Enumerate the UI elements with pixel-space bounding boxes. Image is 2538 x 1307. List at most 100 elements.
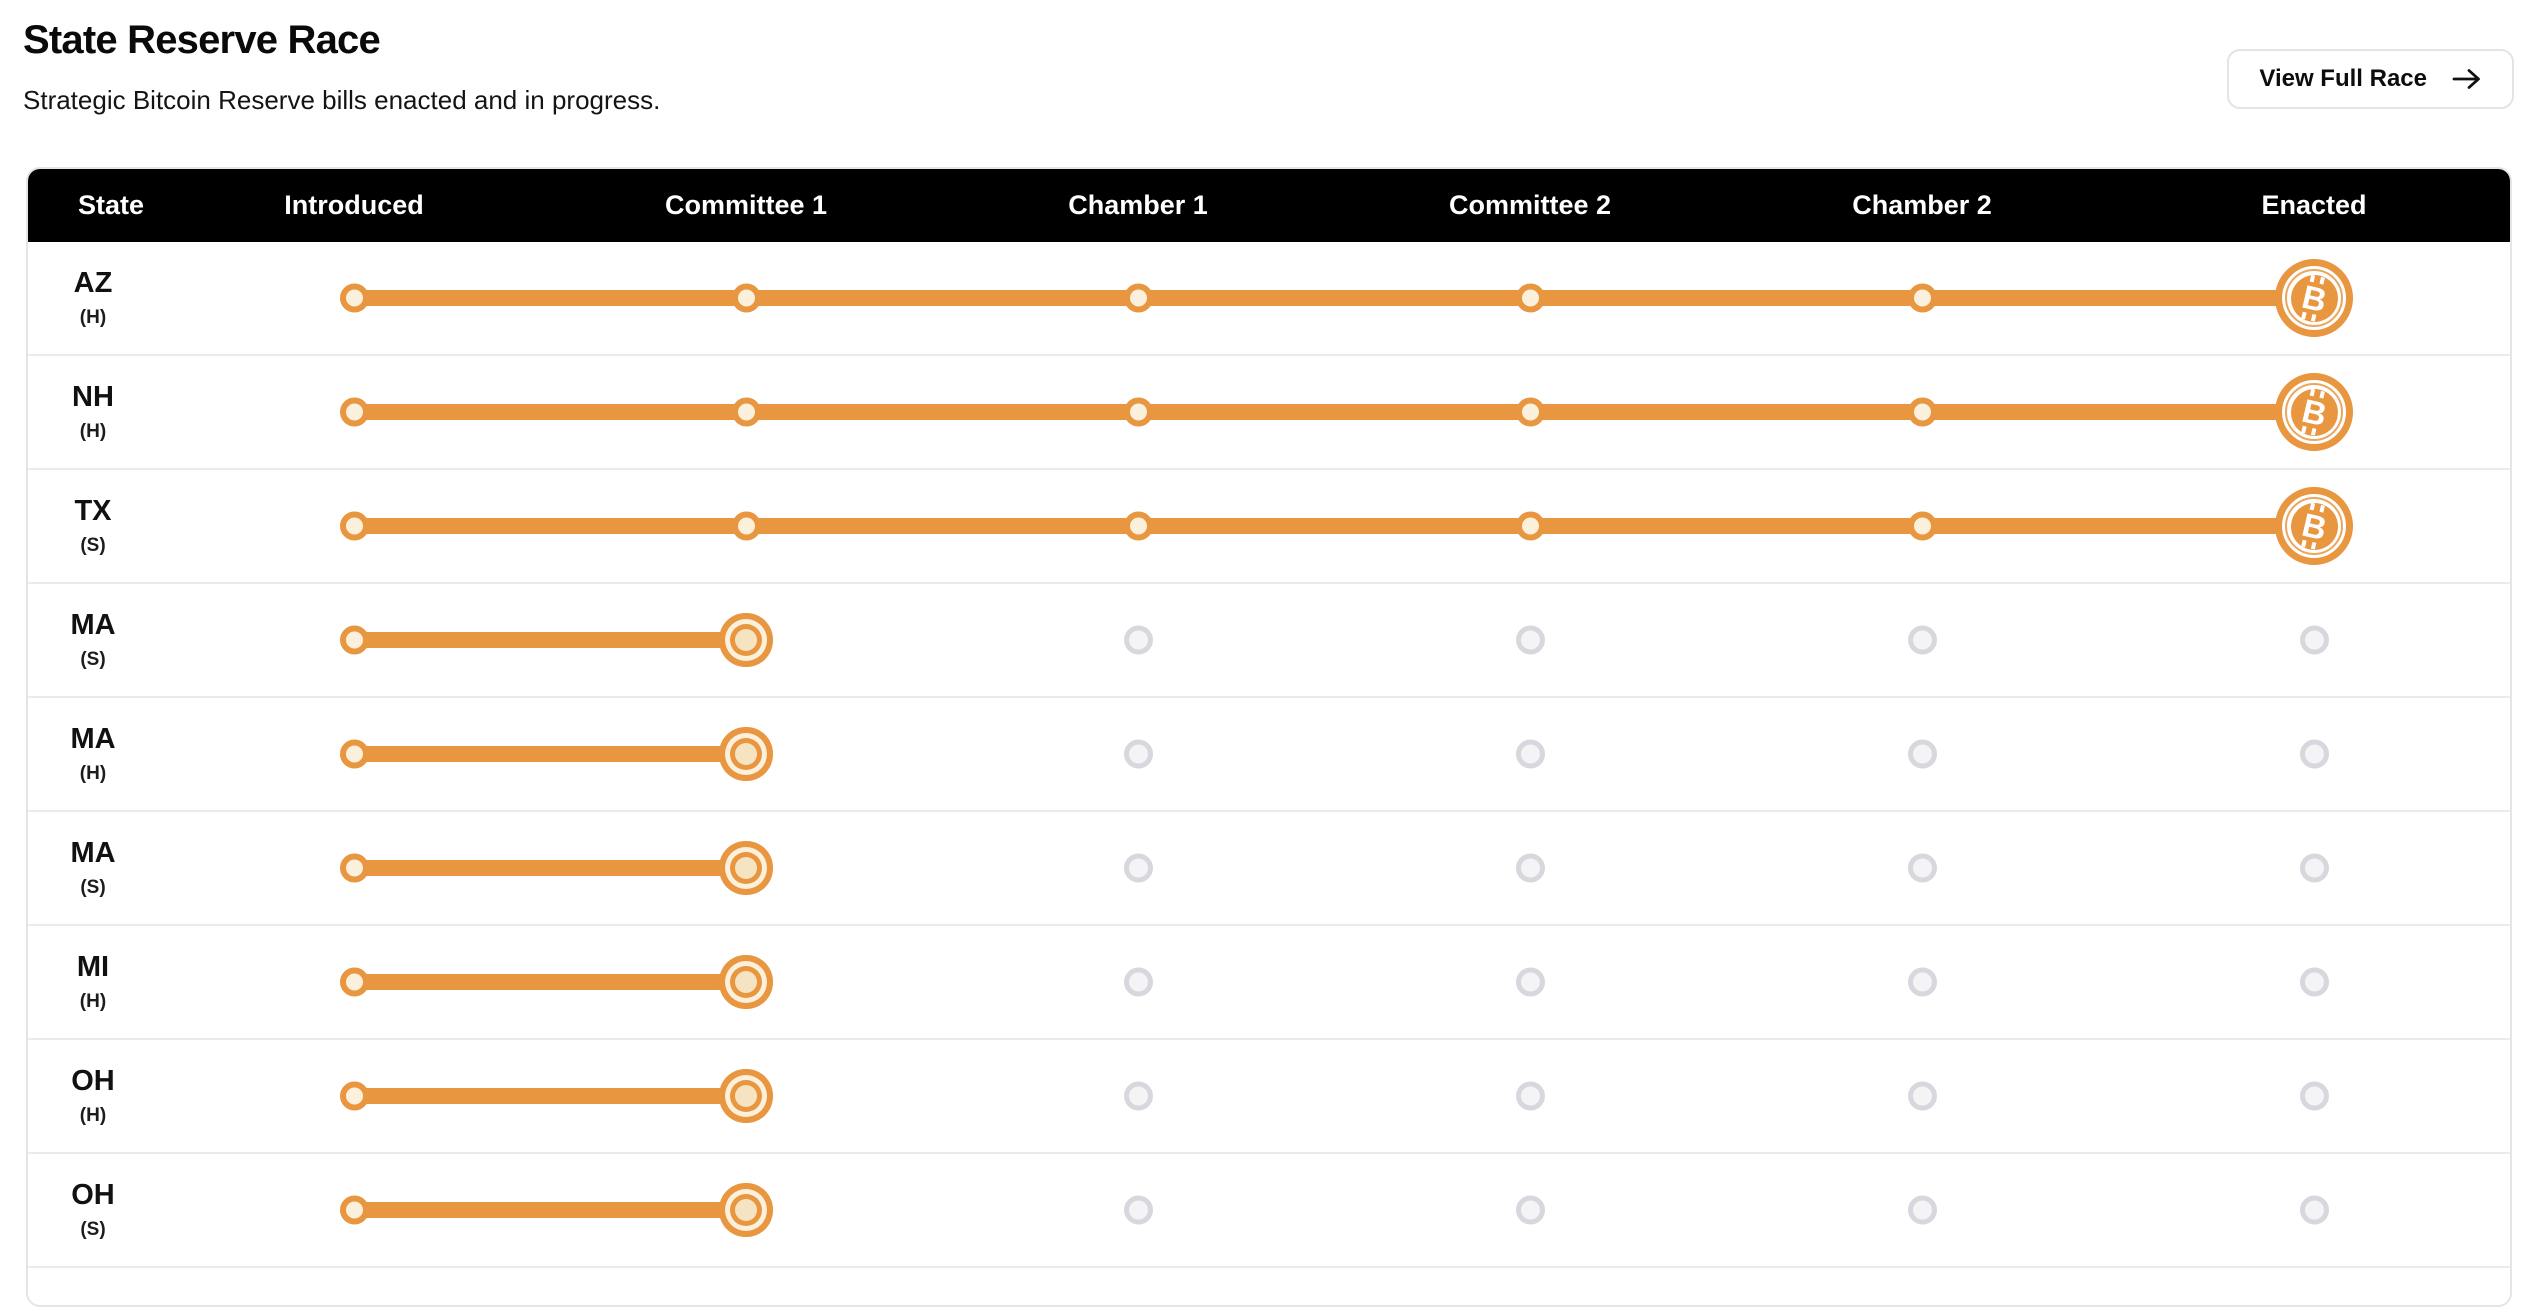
bitcoin-b-glyph: B — [2298, 391, 2330, 433]
enacted-bitcoin-icon: B — [2275, 373, 2353, 451]
state-abbreviation: MA — [70, 837, 116, 869]
page-header: State Reserve Race Strategic Bitcoin Res… — [23, 18, 2514, 116]
state-abbreviation: MI — [76, 951, 110, 983]
progress-line — [354, 974, 746, 990]
stage-dot-chamber-2-pending — [1907, 1195, 1937, 1225]
stage-dot-committee-1-complete — [731, 283, 761, 313]
stage-dot-introduced-complete — [339, 283, 369, 313]
table-row: MA (H) — [28, 698, 2510, 812]
state-cell: OH (H) — [28, 1040, 158, 1152]
stage-dot-introduced-complete — [339, 853, 369, 883]
stage-dot-introduced-complete — [339, 967, 369, 997]
chamber-label: (H) — [79, 1105, 107, 1126]
page-title: State Reserve Race — [23, 18, 381, 62]
state-cell: MI (H) — [28, 926, 158, 1038]
stage-dot-introduced-complete — [339, 511, 369, 541]
stage-dot-chamber-1-pending — [1123, 625, 1153, 655]
column-header-committee-1: Committee 1 — [664, 190, 828, 220]
state-cell: MA (H) — [28, 698, 158, 810]
stage-dot-enacted-pending — [2299, 853, 2329, 883]
coin-inner-ring — [2285, 269, 2343, 327]
chamber-label: (S) — [80, 535, 106, 556]
stage-dot-chamber-1-pending — [1123, 967, 1153, 997]
stage-dot-chamber-2-complete — [1907, 283, 1937, 313]
chamber-label: (S) — [80, 649, 106, 670]
progress-track — [28, 812, 2510, 924]
coin-inner-ring — [2285, 383, 2343, 441]
state-abbreviation: OH — [71, 1065, 115, 1097]
progress-track — [28, 584, 2510, 696]
progress-track: B — [28, 242, 2510, 354]
stage-dot-committee-2-pending — [1515, 853, 1545, 883]
table-body: AZ (H) B NH (H) B TX (S) B MA (S) MA (H) MA (S) MI (H) OH… — [28, 242, 2510, 1268]
state-abbreviation: OH — [71, 1179, 115, 1211]
stage-dot-chamber-1-pending — [1123, 1195, 1153, 1225]
state-cell: MA (S) — [28, 584, 158, 696]
chamber-label: (H) — [79, 421, 107, 442]
stage-dot-committee-1-current — [735, 1085, 757, 1107]
enacted-bitcoin-icon: B — [2275, 259, 2353, 337]
stage-dot-committee-1-complete — [731, 511, 761, 541]
column-header-introduced: Introduced — [284, 190, 424, 220]
progress-line — [354, 632, 746, 648]
progress-line — [354, 518, 2314, 534]
progress-track: B — [28, 470, 2510, 582]
view-full-race-label: View Full Race — [2259, 65, 2427, 92]
state-reserve-race-table: State Introduced Committee 1 Chamber 1 Commi… — [26, 167, 2512, 1307]
stage-dot-introduced-complete — [339, 739, 369, 769]
stage-dot-enacted-pending — [2299, 625, 2329, 655]
stage-dot-chamber-2-pending — [1907, 625, 1937, 655]
state-abbreviation: NH — [72, 381, 114, 413]
stage-dot-chamber-2-pending — [1907, 853, 1937, 883]
table-header-row: State Introduced Committee 1 Chamber 1 Commi… — [28, 169, 2510, 242]
stage-dot-chamber-1-pending — [1123, 739, 1153, 769]
stage-dot-committee-2-complete — [1515, 511, 1545, 541]
column-header-enacted: Enacted — [2261, 190, 2367, 220]
stage-dot-committee-1-current — [735, 971, 757, 993]
stage-dot-committee-1-current — [735, 1199, 757, 1221]
progress-line — [354, 746, 746, 762]
stage-dot-enacted-pending — [2299, 1195, 2329, 1225]
state-abbreviation: AZ — [73, 267, 113, 299]
progress-track — [28, 926, 2510, 1038]
table-row: OH (S) — [28, 1154, 2510, 1268]
progress-line — [354, 860, 746, 876]
stage-dot-committee-1-complete — [731, 397, 761, 427]
enacted-bitcoin-icon: B — [2275, 487, 2353, 565]
stage-dot-chamber-1-pending — [1123, 853, 1153, 883]
progress-track — [28, 698, 2510, 810]
state-abbreviation: MA — [70, 609, 116, 641]
stage-dot-committee-2-complete — [1515, 283, 1545, 313]
stage-dot-chamber-2-pending — [1907, 1081, 1937, 1111]
page-subtitle: Strategic Bitcoin Reserve bills enacted … — [23, 85, 661, 115]
chamber-label: (H) — [79, 307, 107, 328]
column-header-state: State — [78, 190, 145, 220]
coin-inner-ring — [2285, 497, 2343, 555]
stage-dot-enacted-pending — [2299, 739, 2329, 769]
chamber-label: (H) — [79, 763, 107, 784]
stage-dot-chamber-2-pending — [1907, 739, 1937, 769]
state-cell: AZ (H) — [28, 242, 158, 354]
progress-track: B — [28, 356, 2510, 468]
progress-track — [28, 1154, 2510, 1266]
stage-dot-introduced-complete — [339, 1081, 369, 1111]
column-header-chamber-2: Chamber 2 — [1852, 190, 1992, 220]
stage-dot-committee-2-pending — [1515, 967, 1545, 997]
chamber-label: (H) — [79, 991, 107, 1012]
stage-dot-committee-2-pending — [1515, 1195, 1545, 1225]
stage-dot-committee-2-pending — [1515, 625, 1545, 655]
stage-dot-introduced-complete — [339, 397, 369, 427]
stage-dot-enacted-pending — [2299, 967, 2329, 997]
stage-dot-enacted-pending — [2299, 1081, 2329, 1111]
stage-dot-committee-1-current — [735, 743, 757, 765]
state-cell: TX (S) — [28, 470, 158, 582]
progress-line — [354, 290, 2314, 306]
state-abbreviation: TX — [74, 495, 112, 527]
stage-dot-chamber-2-complete — [1907, 511, 1937, 541]
state-cell: NH (H) — [28, 356, 158, 468]
chamber-label: (S) — [80, 877, 106, 898]
arrow-right-icon — [2451, 67, 2482, 91]
stage-dot-chamber-2-pending — [1907, 967, 1937, 997]
view-full-race-button[interactable]: View Full Race — [2227, 49, 2514, 109]
progress-line — [354, 1088, 746, 1104]
